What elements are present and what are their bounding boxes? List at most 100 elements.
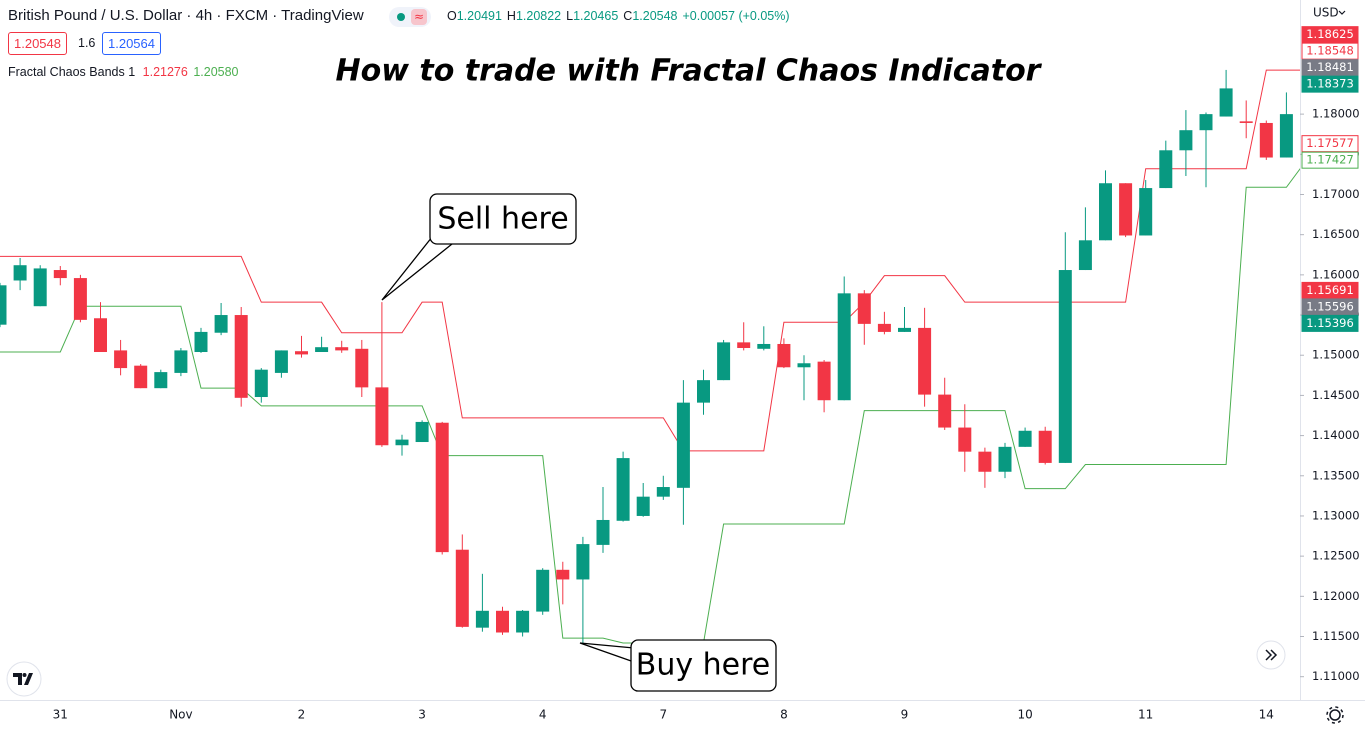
ohlc-value: 1.20548 [632, 9, 678, 23]
y-tick-label: 1.14000 [1312, 428, 1360, 442]
price-label-box [1301, 151, 1359, 169]
y-tick-label: 1.11000 [1312, 669, 1360, 683]
candle-body [676, 402, 690, 488]
ohlc-key: H [506, 9, 516, 23]
candle-body [516, 610, 530, 633]
ohlc-value: 1.20491 [456, 9, 502, 23]
currency[interactable]: USD [1313, 6, 1339, 20]
candle-body [656, 487, 670, 497]
y-tick-label: 1.18000 [1312, 107, 1360, 121]
callout-pointer [381, 231, 453, 301]
candle-body [94, 318, 107, 353]
x-tick-label: 7 [659, 708, 667, 722]
candle-body [556, 569, 570, 580]
currency-caret [1338, 10, 1346, 15]
ask-box[interactable]: 1.20564 [102, 32, 161, 55]
candle-body [33, 268, 47, 307]
candle-body [576, 544, 590, 580]
price-label: 1.17427 [1306, 153, 1354, 167]
ohlc-key: L [566, 9, 574, 23]
price-label: 1.18373 [1306, 77, 1354, 91]
x-tick-label: 11 [1138, 708, 1153, 722]
spread: 1.6 [78, 36, 96, 50]
candle-body [877, 323, 891, 332]
status-pill: ≈ [389, 7, 431, 27]
candle-body [496, 610, 509, 633]
ohlc-value: 1.20822 [515, 9, 562, 23]
candle-body [395, 439, 409, 446]
candle-body [194, 331, 208, 353]
y-tick-label: 1.13500 [1312, 468, 1360, 482]
y-tick-label: 1.16500 [1312, 227, 1360, 241]
callout-box [630, 639, 777, 692]
candle-body [817, 361, 831, 401]
ohlc-legend: O1.20491 H1.20822 L1.20465 C1.20548 +0.00057… [447, 9, 795, 23]
candle-body [616, 458, 630, 521]
chart-title: How to trade with Fractal Chaos Indicato… [336, 54, 1043, 89]
candle-body [0, 285, 7, 325]
candle-body [475, 610, 489, 628]
candle-body [435, 422, 449, 553]
bid-box[interactable]: 1.20548 [8, 32, 67, 55]
ohlc-value: 1.20465 [573, 9, 619, 23]
x-tick-label: Nov [169, 708, 192, 722]
candle-body [797, 363, 811, 368]
callout-box [429, 193, 577, 245]
candle-body [234, 315, 248, 398]
axes: 1.11000 1.11500 1.12000 1.12500 1.13000 1.135… [53, 26, 1360, 722]
ohlc-key: O [447, 9, 457, 23]
candle-body [455, 549, 469, 627]
candle-body [254, 369, 268, 398]
settings-icon[interactable] [1326, 706, 1344, 724]
x-tick-label: 4 [539, 708, 547, 722]
candle-body [1239, 121, 1253, 123]
candle-body [315, 347, 329, 353]
candle-body [1058, 270, 1072, 463]
x-tick-label: 31 [53, 708, 68, 722]
candle-body [1038, 430, 1052, 463]
candle-body [958, 427, 972, 452]
callout-joint [437, 232, 453, 242]
candle-body [938, 394, 952, 428]
candle-body [1199, 114, 1213, 131]
candle-body [214, 315, 228, 333]
y-tick-label: 1.12000 [1312, 589, 1360, 603]
callout-text: Sell here [437, 202, 568, 237]
x-tick-label: 2 [298, 708, 306, 722]
candle-body [154, 372, 168, 389]
candle-body [1139, 188, 1153, 236]
candle-body [355, 348, 369, 388]
callout-joint [632, 647, 640, 664]
candle-body [857, 293, 871, 324]
candle-body [73, 278, 87, 320]
y-tick-label: 1.13000 [1312, 508, 1360, 522]
candle-body [1159, 150, 1173, 189]
ohlc-change: +0.00057 (+0.05%) [682, 9, 790, 23]
candle-body [636, 496, 650, 516]
y-tick-label: 1.16000 [1312, 267, 1360, 281]
candle-body [536, 569, 550, 612]
sell-callout: Sell here [381, 193, 577, 301]
price-label: 1.15396 [1306, 316, 1354, 330]
candle-body [757, 343, 771, 349]
scroll-button[interactable] [1256, 640, 1286, 670]
indicator-name: Fractal Chaos Bands [8, 65, 125, 79]
callout-text: Buy here [636, 648, 771, 683]
candle-body [1119, 183, 1133, 236]
status-icons: ≈ [397, 9, 427, 25]
indicator-legend: Fractal Chaos Bands 1 1.21276 1.20580 [8, 65, 239, 79]
candle-body [274, 350, 288, 373]
candle-body [295, 351, 308, 355]
candle-body [415, 421, 429, 443]
candle-body [596, 519, 610, 545]
price-label: 1.18481 [1306, 60, 1354, 74]
candle-body [1279, 114, 1293, 158]
y-tick-label: 1.12500 [1312, 549, 1360, 563]
y-tick-label: 1.17000 [1312, 187, 1360, 201]
indicator-param: 1 [128, 65, 136, 79]
candle-body [777, 343, 791, 368]
x-tick-label: 14 [1259, 708, 1274, 722]
candle-body [114, 350, 128, 369]
upper-band [0, 69, 1300, 452]
y-tick-label: 1.14500 [1312, 388, 1360, 402]
